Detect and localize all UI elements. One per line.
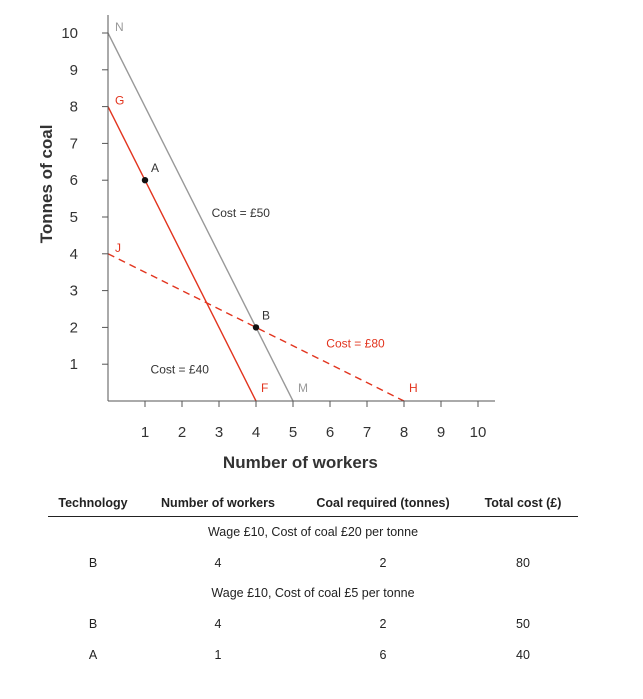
cell-total-cost: 50 (516, 616, 530, 631)
point-label: A (151, 161, 159, 175)
cell-coal: 2 (379, 616, 387, 631)
header-coal-required: Coal required (tonnes) (316, 496, 450, 510)
x-tick-label: 9 (437, 424, 445, 441)
section-title: Wage £10, Cost of coal £20 per tonne (207, 525, 419, 539)
table-row: A 1 6 40 (48, 639, 578, 670)
cell-total-cost: 80 (516, 555, 530, 570)
cost-annotation: Cost = £40 (151, 362, 210, 376)
table-header-row: Technology Number of workers Coal requir… (48, 496, 578, 517)
y-axis-title: Tonnes of coal (37, 125, 56, 244)
series-line (107, 106, 257, 402)
x-tick-label: 8 (400, 424, 408, 441)
y-tick-label: 1 (70, 356, 78, 373)
header-number-of-workers: Number of workers (161, 496, 275, 510)
y-tick-label: 7 (70, 135, 78, 152)
section-title: Wage £10, Cost of coal £5 per tonne (211, 586, 415, 600)
cell-workers: 1 (214, 647, 222, 662)
cell-technology: A (88, 647, 98, 662)
y-tick-label: 2 (70, 319, 78, 336)
line-start-label: G (115, 94, 124, 108)
x-tick-label: 10 (470, 424, 487, 441)
cell-coal: 2 (379, 555, 387, 570)
cell-total-cost: 40 (516, 647, 530, 662)
x-tick-label: 2 (178, 424, 186, 441)
x-tick-label: 1 (141, 424, 149, 441)
header-total-cost: Total cost (£) (484, 496, 562, 510)
table-row: B 4 2 80 (48, 547, 578, 578)
cell-technology: B (88, 555, 98, 570)
point-label: B (262, 308, 270, 322)
y-tick-label: 10 (61, 25, 78, 42)
x-tick-label: 5 (289, 424, 297, 441)
cell-technology: B (88, 616, 98, 631)
table-row: B 4 2 50 (48, 608, 578, 639)
x-tick-label: 4 (252, 424, 260, 441)
line-start-label: J (115, 241, 121, 255)
x-axis-title: Number of workers (223, 453, 378, 472)
y-tick-label: 3 (70, 283, 78, 300)
x-tick-label: 6 (326, 424, 334, 441)
series-line (107, 32, 294, 402)
line-end-label: H (409, 381, 418, 395)
point-marker (141, 177, 149, 184)
x-tick-label: 7 (363, 424, 371, 441)
line-start-label: N (115, 20, 124, 34)
y-tick-label: 6 (70, 172, 78, 189)
isocost-chart: 1 2 3 4 5 6 7 8 9 10 1 2 3 4 5 6 7 8 9 10 Number of workers T… (37, 15, 495, 472)
cost-annotation: Cost = £50 (212, 206, 271, 220)
line-end-label: F (261, 381, 268, 395)
point-marker (252, 324, 260, 331)
line-end-label: M (298, 381, 308, 395)
y-tick-label: 8 (70, 99, 78, 116)
y-tick-label: 9 (70, 62, 78, 79)
cell-workers: 4 (214, 555, 222, 570)
y-tick-label: 5 (70, 209, 78, 226)
cell-coal: 6 (379, 647, 387, 662)
y-tick-label: 4 (70, 246, 78, 263)
header-technology: Technology (58, 496, 128, 510)
x-tick-label: 3 (215, 424, 223, 441)
cost-table: Technology Number of workers Coal requir… (48, 496, 578, 670)
cost-annotation: Cost = £80 (326, 337, 385, 351)
cell-workers: 4 (214, 616, 222, 631)
